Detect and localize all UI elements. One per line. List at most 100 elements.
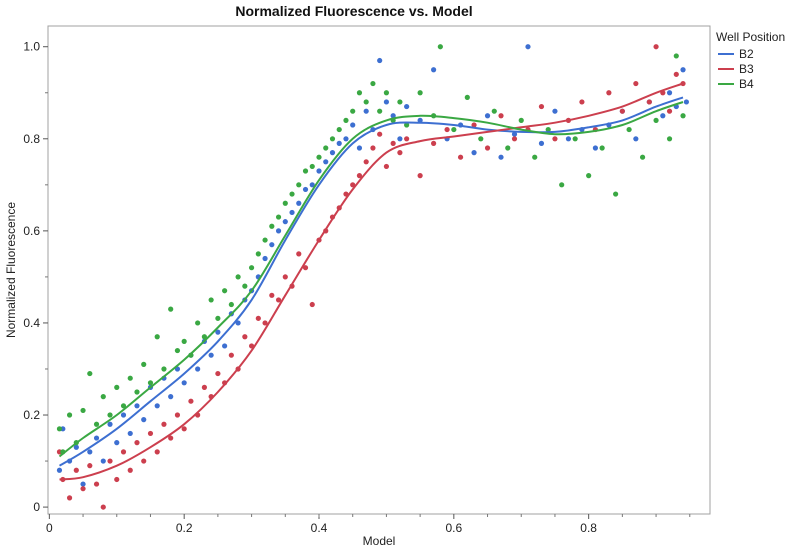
data-point-b2 <box>431 67 437 73</box>
data-point-b2 <box>107 421 113 427</box>
data-point-b3 <box>511 136 518 142</box>
data-point-b4 <box>451 126 457 133</box>
data-point-b4 <box>545 126 551 133</box>
data-point-b4 <box>201 334 207 340</box>
data-point-b3 <box>296 251 302 257</box>
data-point-b4 <box>80 407 86 414</box>
data-point-b3 <box>383 163 390 170</box>
data-point-b4 <box>262 237 268 243</box>
data-point-b3 <box>471 122 477 128</box>
data-point-b2 <box>390 113 396 119</box>
data-point-b4 <box>181 338 187 344</box>
data-point-b2 <box>296 200 302 206</box>
data-point-b4 <box>255 251 261 257</box>
data-point-b4 <box>168 306 174 312</box>
data-point-b4 <box>134 389 140 395</box>
data-point-b2 <box>538 140 545 146</box>
fit-curve-b3 <box>59 82 684 481</box>
data-point-b2 <box>309 182 315 188</box>
data-point-b4 <box>248 265 255 271</box>
data-point-b3 <box>87 463 93 469</box>
data-point-b4 <box>478 136 484 142</box>
data-point-b3 <box>107 458 113 464</box>
data-point-b4 <box>370 80 376 87</box>
data-point-b4 <box>154 334 160 340</box>
data-point-b4 <box>222 288 228 294</box>
data-point-b2 <box>471 150 477 156</box>
data-point-b2 <box>680 67 686 73</box>
data-point-b2 <box>633 136 639 142</box>
data-point-b2 <box>181 380 187 386</box>
data-point-b3 <box>127 467 133 473</box>
data-point-b3 <box>120 449 127 455</box>
x-tick-label: 0 <box>46 521 53 535</box>
data-point-b3 <box>114 476 120 483</box>
data-point-b2 <box>134 403 140 409</box>
data-point-b3 <box>619 108 625 114</box>
data-point-b4 <box>323 145 329 151</box>
data-point-b3 <box>538 103 545 110</box>
y-tick-label: 1.0 <box>23 40 40 54</box>
data-point-b2 <box>343 136 349 142</box>
x-axis-label: Model <box>363 534 396 548</box>
fit-curve-b2 <box>58 96 684 467</box>
data-point-b3 <box>484 145 491 151</box>
data-point-b2 <box>114 440 120 446</box>
data-point-b4 <box>599 145 605 151</box>
data-point-b4 <box>417 90 423 96</box>
chart-title: Normalized Fluorescence vs. Model <box>235 3 472 19</box>
data-point-b4 <box>350 108 356 114</box>
data-point-b2 <box>100 458 106 464</box>
data-point-b3 <box>666 108 673 114</box>
data-point-b3 <box>673 71 679 77</box>
data-point-b3 <box>255 315 261 321</box>
data-point-b2 <box>383 99 390 105</box>
data-point-b3 <box>397 150 403 156</box>
data-point-b2 <box>127 430 133 437</box>
data-point-b3 <box>498 113 504 119</box>
data-point-b4 <box>100 394 106 400</box>
data-point-b3 <box>417 173 423 179</box>
data-point-b4 <box>309 163 315 170</box>
data-point-b2 <box>350 122 356 128</box>
data-point-b3 <box>242 334 248 340</box>
data-point-b4 <box>228 301 234 308</box>
data-point-b3 <box>80 486 86 492</box>
data-point-b4 <box>114 384 120 390</box>
data-point-b2 <box>195 366 201 372</box>
data-point-b3 <box>363 159 369 165</box>
y-tick-label: 0.8 <box>23 132 40 146</box>
data-point-b2 <box>289 209 295 216</box>
data-point-b4 <box>356 90 363 96</box>
data-point-b4 <box>572 136 578 142</box>
data-point-b3 <box>168 435 174 441</box>
data-point-b4 <box>518 117 524 123</box>
data-point-b3 <box>552 136 558 142</box>
data-point-b3 <box>444 126 450 133</box>
data-point-b4 <box>404 122 410 128</box>
data-point-b3 <box>633 80 639 87</box>
data-point-b4 <box>87 370 93 377</box>
data-point-b4 <box>653 117 659 123</box>
data-point-b4 <box>383 90 390 96</box>
data-point-b2 <box>80 481 86 487</box>
data-point-b4 <box>336 126 342 133</box>
data-point-b4 <box>120 403 127 409</box>
data-point-b4 <box>377 108 383 114</box>
data-point-b2 <box>525 44 531 50</box>
data-point-b2 <box>120 412 127 418</box>
data-points <box>56 44 690 510</box>
data-point-b2 <box>323 159 329 165</box>
data-point-b2 <box>356 145 363 151</box>
data-point-b3 <box>275 297 282 303</box>
data-point-b2 <box>262 255 268 262</box>
data-point-b2 <box>565 136 572 142</box>
data-point-b3 <box>73 467 79 473</box>
data-point-b2 <box>363 108 369 114</box>
data-point-b4 <box>680 113 686 119</box>
data-point-b4 <box>586 173 592 179</box>
y-tick-label: 0.2 <box>23 408 40 422</box>
data-point-b4 <box>56 426 63 432</box>
x-axis: 0 0.2 0.4 0.6 0.8 <box>46 514 691 535</box>
data-point-b4 <box>316 154 322 160</box>
